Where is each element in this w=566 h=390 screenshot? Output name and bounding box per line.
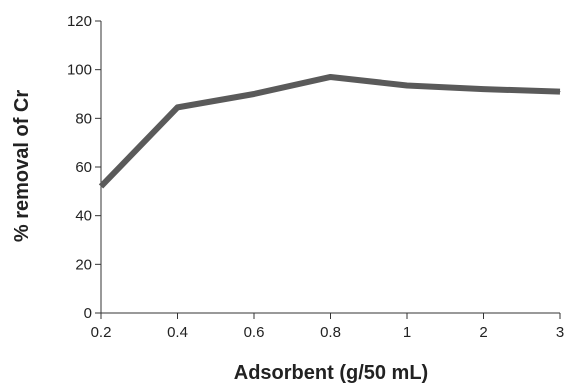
data-point [177,106,178,108]
series-line [98,73,561,189]
y-tick-label: 120 [67,13,92,30]
data-point [559,91,561,93]
x-axis-title: Adsorbent (g/50 mL) [234,362,428,384]
x-tick-label: 0.8 [320,324,341,341]
x-tick-label: 0.2 [91,324,112,341]
x-tick-label: 3 [556,324,564,341]
y-axis-title: % removal of Cr [11,90,33,242]
y-tick-label: 0 [84,305,92,322]
y-tick-label: 100 [67,62,92,79]
x-tick-label: 1 [403,324,411,341]
x-tick-label: 0.6 [244,324,265,341]
series-layer [98,73,561,189]
x-axis: 0.2 0.4 0.6 0.8 1 2 3 [91,312,564,341]
y-tick-label: 20 [75,256,92,273]
y-axis: 0 20 40 60 80 100 120 [67,13,102,322]
data-point [253,93,255,95]
data-point [483,88,484,90]
data-point [406,84,408,86]
data-point [330,76,331,78]
x-tick-label: 0.4 [167,324,188,341]
x-tick-label: 2 [479,324,487,341]
data-point [100,185,102,187]
y-tick-label: 80 [75,110,92,127]
y-tick-label: 60 [75,159,92,176]
y-tick-label: 40 [75,208,92,225]
